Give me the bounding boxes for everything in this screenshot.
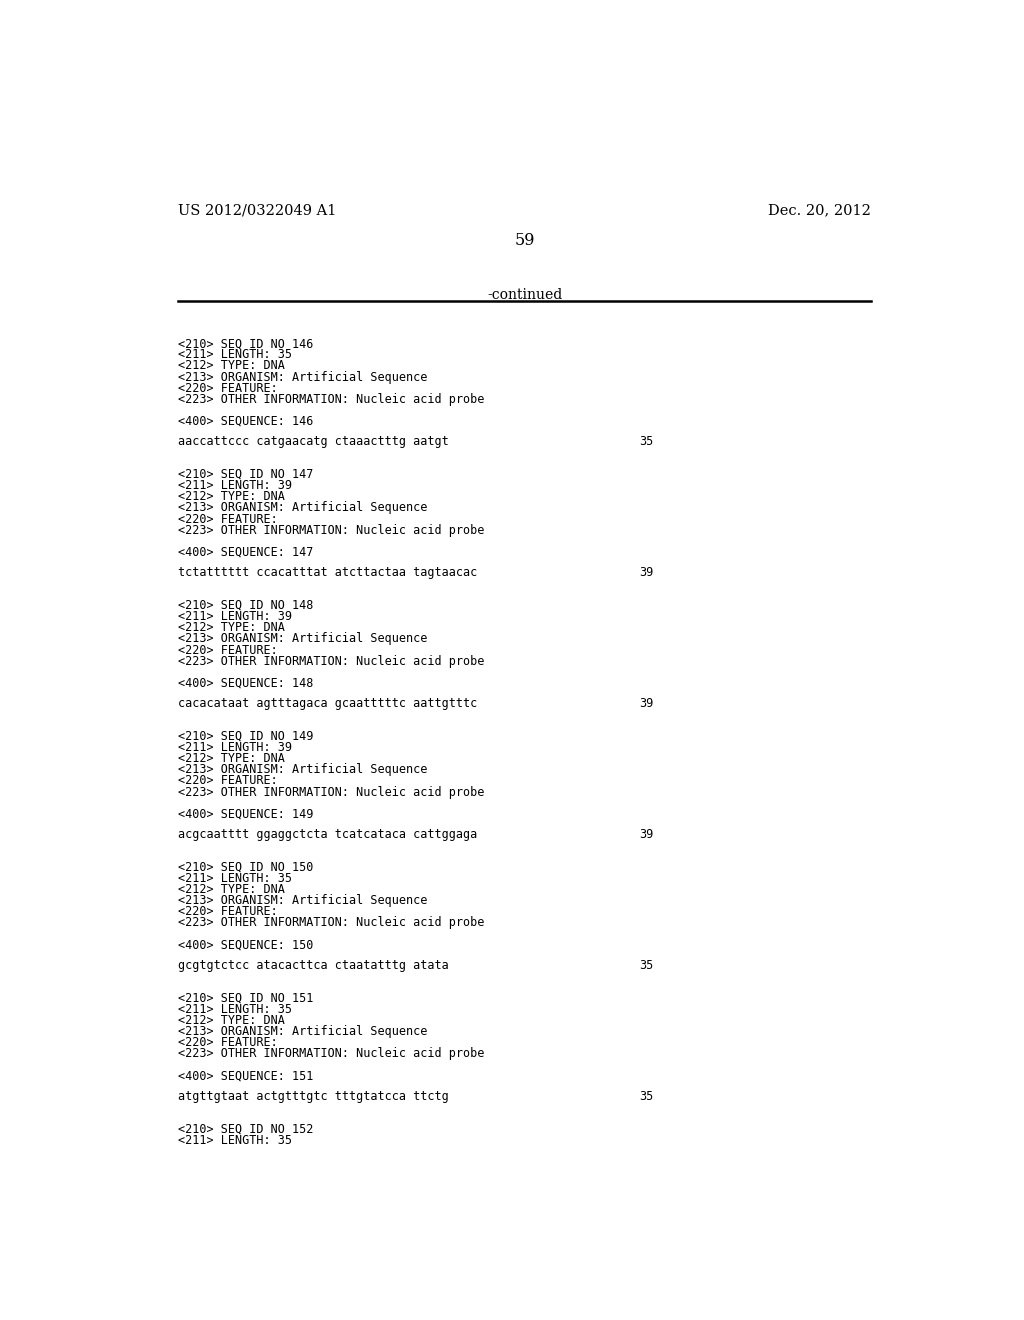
Text: <213> ORGANISM: Artificial Sequence: <213> ORGANISM: Artificial Sequence: [178, 894, 428, 907]
Text: <210> SEQ ID NO 147: <210> SEQ ID NO 147: [178, 469, 313, 480]
Text: tctatttttt ccacatttat atcttactaa tagtaacac: tctatttttt ccacatttat atcttactaa tagtaac…: [178, 566, 477, 579]
Text: <210> SEQ ID NO 152: <210> SEQ ID NO 152: [178, 1122, 313, 1135]
Text: <220> FEATURE:: <220> FEATURE:: [178, 1036, 279, 1049]
Text: <213> ORGANISM: Artificial Sequence: <213> ORGANISM: Artificial Sequence: [178, 502, 428, 515]
Text: <400> SEQUENCE: 150: <400> SEQUENCE: 150: [178, 939, 313, 952]
Text: -continued: -continued: [487, 288, 562, 302]
Text: 39: 39: [640, 828, 653, 841]
Text: <223> OTHER INFORMATION: Nucleic acid probe: <223> OTHER INFORMATION: Nucleic acid pr…: [178, 655, 484, 668]
Text: <212> TYPE: DNA: <212> TYPE: DNA: [178, 752, 286, 766]
Text: <400> SEQUENCE: 146: <400> SEQUENCE: 146: [178, 414, 313, 428]
Text: <213> ORGANISM: Artificial Sequence: <213> ORGANISM: Artificial Sequence: [178, 763, 428, 776]
Text: <400> SEQUENCE: 151: <400> SEQUENCE: 151: [178, 1069, 313, 1082]
Text: <211> LENGTH: 35: <211> LENGTH: 35: [178, 1003, 293, 1015]
Text: <220> FEATURE:: <220> FEATURE:: [178, 775, 279, 788]
Text: <212> TYPE: DNA: <212> TYPE: DNA: [178, 883, 286, 896]
Text: 35: 35: [640, 958, 653, 972]
Text: <212> TYPE: DNA: <212> TYPE: DNA: [178, 1014, 286, 1027]
Text: acgcaatttt ggaggctcta tcatcataca cattggaga: acgcaatttt ggaggctcta tcatcataca cattgga…: [178, 828, 477, 841]
Text: <212> TYPE: DNA: <212> TYPE: DNA: [178, 359, 286, 372]
Text: cacacataat agtttagaca gcaatttttc aattgtttc: cacacataat agtttagaca gcaatttttc aattgtt…: [178, 697, 477, 710]
Text: 39: 39: [640, 697, 653, 710]
Text: <220> FEATURE:: <220> FEATURE:: [178, 512, 279, 525]
Text: <223> OTHER INFORMATION: Nucleic acid probe: <223> OTHER INFORMATION: Nucleic acid pr…: [178, 916, 484, 929]
Text: <212> TYPE: DNA: <212> TYPE: DNA: [178, 622, 286, 634]
Text: 59: 59: [514, 231, 536, 248]
Text: <212> TYPE: DNA: <212> TYPE: DNA: [178, 490, 286, 503]
Text: 39: 39: [640, 566, 653, 579]
Text: atgttgtaat actgtttgtc tttgtatcca ttctg: atgttgtaat actgtttgtc tttgtatcca ttctg: [178, 1090, 450, 1102]
Text: <220> FEATURE:: <220> FEATURE:: [178, 906, 279, 919]
Text: Dec. 20, 2012: Dec. 20, 2012: [768, 203, 871, 216]
Text: <400> SEQUENCE: 148: <400> SEQUENCE: 148: [178, 677, 313, 689]
Text: <211> LENGTH: 39: <211> LENGTH: 39: [178, 741, 293, 754]
Text: <400> SEQUENCE: 147: <400> SEQUENCE: 147: [178, 545, 313, 558]
Text: <210> SEQ ID NO 151: <210> SEQ ID NO 151: [178, 991, 313, 1005]
Text: US 2012/0322049 A1: US 2012/0322049 A1: [178, 203, 337, 216]
Text: 35: 35: [640, 1090, 653, 1102]
Text: <220> FEATURE:: <220> FEATURE:: [178, 381, 279, 395]
Text: <211> LENGTH: 39: <211> LENGTH: 39: [178, 479, 293, 492]
Text: <211> LENGTH: 35: <211> LENGTH: 35: [178, 348, 293, 362]
Text: 35: 35: [640, 436, 653, 449]
Text: <400> SEQUENCE: 149: <400> SEQUENCE: 149: [178, 808, 313, 821]
Text: <211> LENGTH: 35: <211> LENGTH: 35: [178, 871, 293, 884]
Text: <213> ORGANISM: Artificial Sequence: <213> ORGANISM: Artificial Sequence: [178, 1026, 428, 1038]
Text: <213> ORGANISM: Artificial Sequence: <213> ORGANISM: Artificial Sequence: [178, 632, 428, 645]
Text: aaccattccc catgaacatg ctaaactttg aatgt: aaccattccc catgaacatg ctaaactttg aatgt: [178, 436, 450, 449]
Text: <223> OTHER INFORMATION: Nucleic acid probe: <223> OTHER INFORMATION: Nucleic acid pr…: [178, 1047, 484, 1060]
Text: <210> SEQ ID NO 150: <210> SEQ ID NO 150: [178, 861, 313, 874]
Text: <223> OTHER INFORMATION: Nucleic acid probe: <223> OTHER INFORMATION: Nucleic acid pr…: [178, 524, 484, 537]
Text: <211> LENGTH: 39: <211> LENGTH: 39: [178, 610, 293, 623]
Text: <223> OTHER INFORMATION: Nucleic acid probe: <223> OTHER INFORMATION: Nucleic acid pr…: [178, 785, 484, 799]
Text: <210> SEQ ID NO 149: <210> SEQ ID NO 149: [178, 730, 313, 743]
Text: gcgtgtctcc atacacttca ctaatatttg atata: gcgtgtctcc atacacttca ctaatatttg atata: [178, 958, 450, 972]
Text: <220> FEATURE:: <220> FEATURE:: [178, 644, 279, 656]
Text: <210> SEQ ID NO 148: <210> SEQ ID NO 148: [178, 599, 313, 612]
Text: <211> LENGTH: 35: <211> LENGTH: 35: [178, 1134, 293, 1147]
Text: <213> ORGANISM: Artificial Sequence: <213> ORGANISM: Artificial Sequence: [178, 371, 428, 384]
Text: <223> OTHER INFORMATION: Nucleic acid probe: <223> OTHER INFORMATION: Nucleic acid pr…: [178, 393, 484, 405]
Text: <210> SEQ ID NO 146: <210> SEQ ID NO 146: [178, 337, 313, 350]
